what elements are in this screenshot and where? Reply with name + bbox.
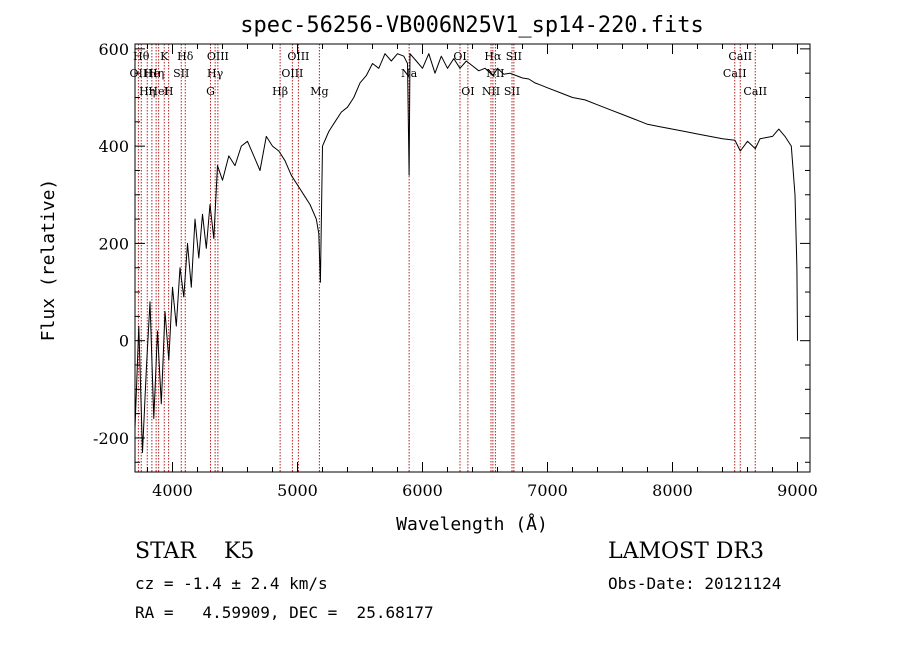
emission-marker-label: CaII [723,67,747,80]
emission-line-markers: OIIHθHηHeHηHeIKHSIIHδGHγOIIIHβOIIIOIIIMg… [130,44,767,472]
flux-series [134,53,798,453]
redshift-velocity: cz = -1.4 ± 2.4 km/s [135,574,328,593]
x-tick-label: 7000 [527,481,568,500]
y-tick-label: 400 [98,137,129,156]
emission-marker-label: Hη [148,67,164,80]
observation-date: Obs-Date: 20121124 [608,574,782,593]
emission-marker-label: He [144,67,160,80]
y-tick-label: 200 [98,234,129,253]
emission-marker-label: SII [173,67,189,80]
survey-name: LAMOST DR3 [608,539,764,564]
coordinates: RA = 4.59909, DEC = 25.68177 [135,603,434,622]
emission-marker-label: K [160,50,169,63]
emission-marker-label: NII [486,67,504,80]
emission-marker-label: OI [453,50,466,63]
emission-marker-label: OIII [207,50,229,63]
x-tick-label: 6000 [402,481,443,500]
x-tick-label: 9000 [777,481,818,500]
x-tick-label: 4000 [152,481,193,500]
plot-frame [134,43,811,473]
emission-marker-label: H [164,85,174,98]
emission-marker-label: Na [401,67,418,80]
object-class: STAR K5 [135,539,255,564]
emission-marker-label: Hδ [177,50,194,63]
x-axis-label: Wavelength (Å) [396,513,548,535]
y-tick-label: 600 [98,40,129,59]
y-tick-label: -200 [93,429,129,448]
emission-marker-label: CaII [728,50,752,63]
emission-marker-label: HeI [148,85,168,98]
emission-marker-label: Mg [310,85,328,98]
emission-marker-label: CaII [743,85,767,98]
axes: 4000 5000 6000 7000 8000 9000 -200 0 200 400 600 [93,40,818,500]
emission-marker-label: Hθ [133,50,150,63]
emission-marker-label: OI [461,85,474,98]
emission-marker-label: Hα [484,50,502,63]
emission-marker-label: SII [506,50,522,63]
emission-marker-label: Hγ [207,67,224,80]
chart-title: spec-56256-VB006N25V1_sp14-220.fits [240,13,704,38]
emission-marker-label: Hη [139,85,155,98]
emission-marker-label: G [206,85,215,98]
emission-marker-label: OIII [287,50,309,63]
y-axis-label: Flux (relative) [38,179,59,342]
emission-marker-label: Hβ [272,85,288,98]
y-tick-label: 0 [119,332,129,351]
series-line-flux [134,53,798,453]
emission-marker-label: OIII [281,67,303,80]
emission-marker-label: NII [482,85,500,98]
x-tick-label: 5000 [277,481,318,500]
emission-marker-label: SII [504,85,520,98]
x-tick-label: 8000 [652,481,693,500]
